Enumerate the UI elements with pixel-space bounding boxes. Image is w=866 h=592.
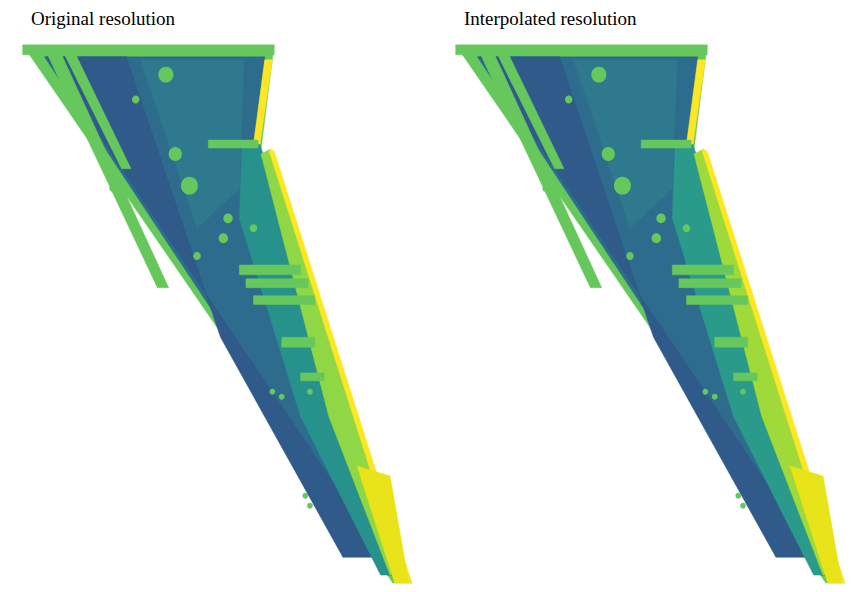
svg-text:Original resolution: Original resolution — [31, 8, 176, 29]
svg-text:Interpolated resolution: Interpolated resolution — [464, 8, 637, 29]
